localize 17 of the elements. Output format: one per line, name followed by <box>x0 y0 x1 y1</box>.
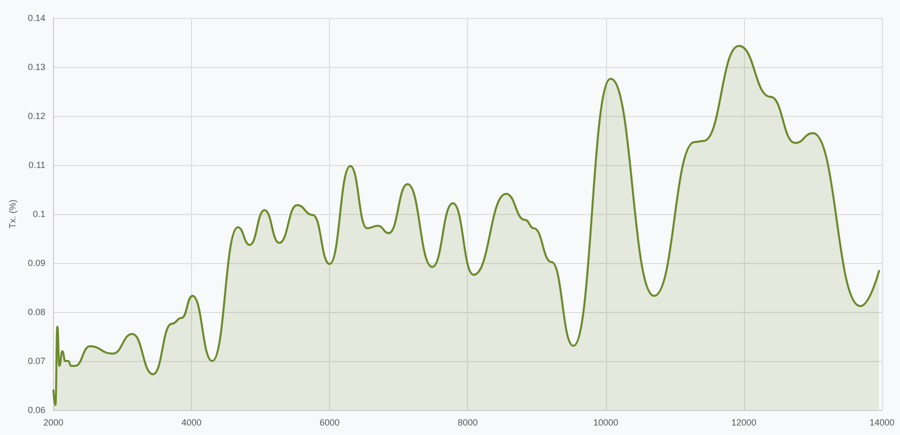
x-tick-label: 4000 <box>182 418 202 428</box>
y-tick-label: 0.12 <box>28 111 46 121</box>
x-tick-label: 6000 <box>320 418 340 428</box>
y-tick-label: 0.06 <box>28 405 46 415</box>
y-tick-label: 0.09 <box>28 258 46 268</box>
y-tick-label: 0.14 <box>28 13 46 23</box>
y-axis-title: Tx. (%) <box>8 200 18 228</box>
x-tick-label: 10000 <box>593 418 618 428</box>
y-tick-label: 0.11 <box>28 160 46 170</box>
y-tick-label: 0.13 <box>28 62 46 72</box>
y-tick-label: 0.1 <box>32 209 46 219</box>
x-tick-label: 14000 <box>869 418 895 428</box>
x-tick-label: 8000 <box>458 418 478 428</box>
x-tick-label: 12000 <box>731 418 756 428</box>
x-tick-label: 2000 <box>43 418 64 428</box>
y-tick-label: 0.07 <box>28 356 46 366</box>
y-tick-label: 0.08 <box>28 307 46 317</box>
